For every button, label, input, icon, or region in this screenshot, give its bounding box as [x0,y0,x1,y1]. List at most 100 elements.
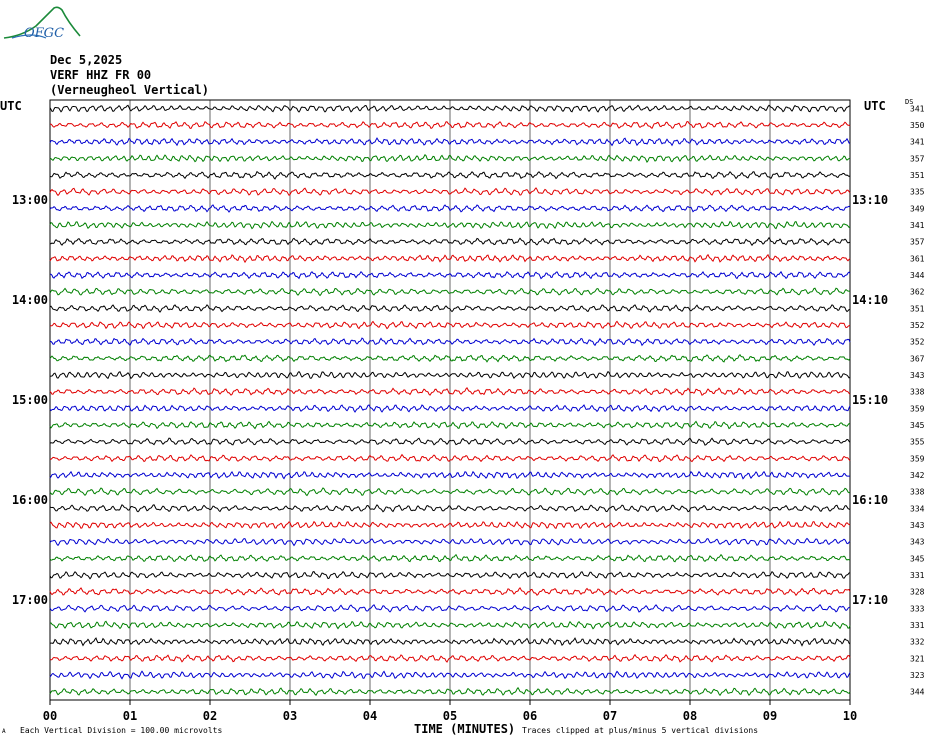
vertical-division-note: Each Vertical Division = 100.00 microvol… [20,726,223,735]
seismic-trace [49,337,851,347]
left-hour-label: 17:00 [12,593,48,607]
ds-value: 351 [910,171,925,180]
ds-value: 367 [910,354,925,363]
seismic-trace [49,304,851,313]
ds-value: 344 [910,271,925,280]
station-code: VERF HHZ FR 00 [50,68,152,82]
ds-value: 361 [910,254,925,263]
seismic-trace [49,204,851,213]
ds-value: 344 [910,688,925,697]
right-hour-label: 13:10 [852,193,888,207]
seismic-trace [49,603,851,613]
ds-value: 341 [910,138,925,147]
ds-value: 349 [910,204,925,213]
ds-value: 343 [910,521,925,530]
ds-value: 332 [910,638,925,647]
seismic-trace [49,653,851,663]
seismic-trace [49,637,851,647]
seismic-trace [49,354,851,363]
x-tick-label: 09 [763,709,777,723]
seismic-trace [49,437,851,446]
seismic-trace [49,686,851,697]
seismic-trace [49,537,851,547]
x-tick-label: 05 [443,709,457,723]
ds-value: 331 [910,621,925,630]
seismic-trace [49,287,851,297]
ds-value: 359 [910,404,925,413]
seismic-trace [49,453,851,463]
seismic-trace [49,320,851,330]
ds-value: 355 [910,438,925,447]
ds-value: 351 [910,304,925,313]
ds-value: 357 [910,154,925,163]
x-tick-label: 03 [283,709,297,723]
ofgc-logo: OFGC [2,2,82,46]
ds-value: 362 [910,288,925,297]
ds-value: 343 [910,538,925,547]
right-hour-label: 15:10 [852,393,888,407]
ds-value: 352 [910,321,925,330]
x-tick-label: 06 [523,709,537,723]
left-hour-label: 15:00 [12,393,48,407]
left-hour-label: 16:00 [12,493,48,507]
ds-value: 342 [910,471,925,480]
left-hour-label: 14:00 [12,293,48,307]
left-hour-label: 13:00 [12,193,48,207]
seismic-trace [49,121,851,129]
x-tick-label: 07 [603,709,617,723]
seismic-trace [49,187,851,197]
right-utc-label: UTC [864,99,886,113]
right-hour-label: 16:10 [852,493,888,507]
seismic-trace [49,220,851,230]
ds-value: 323 [910,671,925,680]
x-axis-title: TIME (MINUTES) [414,722,516,736]
seismic-trace [49,154,851,164]
ds-value: 334 [910,504,925,513]
seismic-trace [49,586,851,597]
x-tick-label: 00 [43,709,57,723]
x-tick-label: 01 [123,709,137,723]
seismic-trace [49,470,851,480]
seismic-trace [49,570,851,580]
x-tick-label: 04 [363,709,377,723]
ds-value: 331 [910,571,925,580]
ds-value: 345 [910,421,925,430]
ds-value: 359 [910,454,925,463]
ds-value: 333 [910,604,925,613]
x-tick-label: 10 [843,709,857,723]
ds-value: 350 [910,121,925,130]
seismic-trace [49,270,851,280]
ds-value: 341 [910,104,925,113]
x-tick-label: 08 [683,709,697,723]
logo-text: OFGC [24,26,65,41]
ds-value: 357 [910,238,925,247]
station-location: (Verneugheol Vertical) [50,83,209,97]
ds-value: 338 [910,388,925,397]
ds-value: 328 [910,588,925,597]
seismic-trace [49,670,851,680]
seismic-trace [49,253,851,264]
seismic-trace [49,104,851,113]
ds-value: 335 [910,188,925,197]
seismic-trace [49,370,851,380]
seismic-trace [49,520,851,530]
seismic-trace [49,487,851,497]
seismic-trace [49,504,851,513]
right-hour-label: 17:10 [852,593,888,607]
seismic-trace [49,387,851,396]
plot-date: Dec 5,2025 [50,53,123,67]
ds-value: 341 [910,221,925,230]
ds-value: 352 [910,338,925,347]
corner-mark: A [2,728,6,735]
ds-value: 321 [910,654,925,663]
ds-label: DS [905,98,914,106]
ds-value: 345 [910,554,925,563]
right-hour-label: 14:10 [852,293,888,307]
x-tick-label: 02 [203,709,217,723]
seismic-trace [49,170,851,180]
clip-note: Traces clipped at plus/minus 5 vertical … [522,726,759,735]
seismic-trace [49,620,851,630]
ds-value: 338 [910,488,925,497]
seismic-trace [49,553,851,563]
